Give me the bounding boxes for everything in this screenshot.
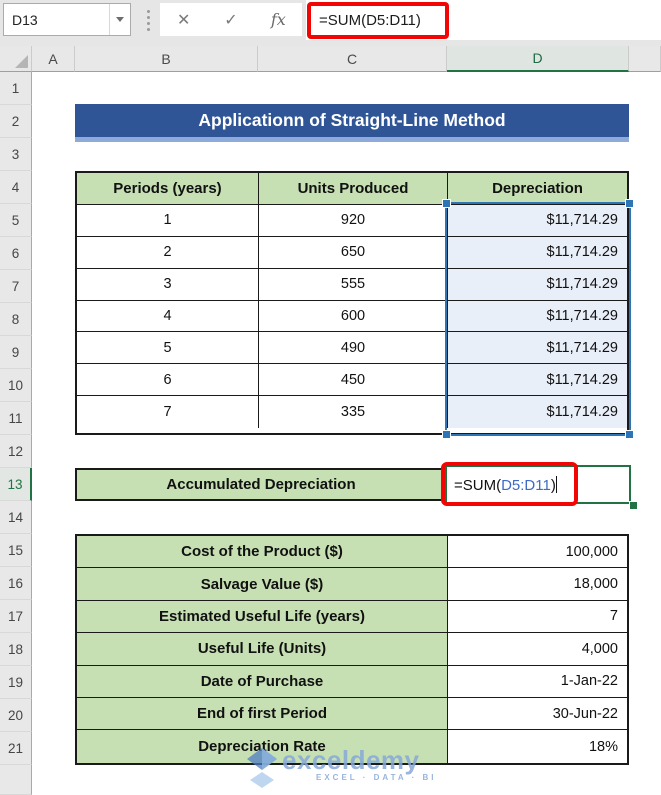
row-header-15[interactable]: 15 (0, 534, 32, 567)
cell-d10[interactable]: $11,714.29 (448, 364, 627, 397)
active-cell-d13-editing[interactable]: =SUM(D5:D11) (445, 465, 631, 504)
row-header-1[interactable]: 1 (0, 72, 32, 105)
cell-b16-label[interactable]: Salvage Value ($) (77, 568, 448, 601)
row-header-5[interactable]: 5 (0, 204, 32, 237)
row-header-8[interactable]: 8 (0, 303, 32, 336)
cell-c10[interactable]: 450 (259, 364, 448, 397)
cell-b8[interactable]: 4 (77, 300, 259, 333)
cell-d21-value[interactable]: 18% (588, 738, 618, 755)
cell-b20-label[interactable]: End of first Period (77, 697, 448, 731)
fill-handle[interactable] (629, 501, 638, 510)
insert-function-icon[interactable]: fx (270, 10, 286, 29)
formula-bar-text: =SUM(D5:D11) (319, 12, 421, 29)
cell-c5[interactable]: 920 (259, 204, 448, 237)
cell-c8[interactable]: 600 (259, 300, 448, 333)
cell-d7[interactable]: $11,714.29 (448, 268, 627, 301)
chevron-down-icon (116, 17, 124, 22)
row-header-12[interactable]: 12 (0, 435, 32, 468)
cell-b11[interactable]: 7 (77, 396, 259, 429)
row-header-16[interactable]: 16 (0, 567, 32, 600)
accumulated-depreciation-label-cell[interactable]: Accumulated Depreciation (75, 468, 447, 501)
cell-d15-value[interactable]: 100,000 (448, 536, 627, 569)
cell-d6[interactable]: $11,714.29 (448, 236, 627, 269)
column-header-a[interactable]: A (32, 46, 75, 72)
enter-icon[interactable]: ✓ (224, 11, 238, 29)
row-header-20[interactable]: 20 (0, 699, 32, 732)
row-header-7[interactable]: 7 (0, 270, 32, 303)
row-header-2[interactable]: 2 (0, 105, 32, 138)
cell-b6[interactable]: 2 (77, 236, 259, 269)
cell-b7[interactable]: 3 (77, 268, 259, 301)
column-header-b[interactable]: B (75, 46, 258, 72)
cell-b19-label[interactable]: Date of Purchase (77, 665, 448, 698)
row-header-21[interactable]: 21 (0, 732, 32, 765)
column-header-d-selected[interactable]: D (447, 46, 629, 72)
cell-b17-label[interactable]: Estimated Useful Life (years) (77, 600, 448, 634)
row-header-11[interactable]: 11 (0, 402, 32, 435)
select-all-corner[interactable] (0, 46, 32, 72)
cell-d11[interactable]: $11,714.29 (448, 396, 627, 429)
formula-buttons: ✕ ✓ fx (160, 3, 302, 36)
formula-highlight-box: =SUM(D5:D11) (307, 2, 449, 39)
drag-dots-separator (147, 10, 150, 31)
cell-d18-value[interactable]: 4,000 (448, 633, 627, 666)
page-title: Applicationn of Straight-Line Method (198, 110, 506, 130)
name-box-dropdown[interactable] (109, 4, 130, 35)
text-cursor (555, 475, 557, 493)
cell-d20-value[interactable]: 30-Jun-22 (448, 698, 627, 731)
column-header-e-partial[interactable] (629, 46, 661, 72)
row-header-10[interactable]: 10 (0, 369, 32, 402)
table1-header-units[interactable]: Units Produced (259, 173, 448, 205)
row-header-22-partial[interactable] (0, 765, 32, 795)
watermark-tagline: EXCEL · DATA · BI (316, 773, 437, 782)
cell-formula-text: =SUM(D5:D11) (454, 475, 557, 494)
row-header-14[interactable]: 14 (0, 501, 32, 534)
row-header-13-selected[interactable]: 13 (0, 468, 32, 501)
cell-b10[interactable]: 6 (77, 364, 259, 397)
cell-d16-value[interactable]: 18,000 (448, 568, 627, 601)
cancel-icon[interactable]: ✕ (176, 11, 191, 29)
row-header-9[interactable]: 9 (0, 336, 32, 369)
formula-bar-strip: D13 ✕ ✓ fx =SUM(D5:D11) (0, 0, 661, 46)
name-box[interactable]: D13 (3, 3, 131, 36)
cell-d17-value[interactable]: 7 (448, 601, 627, 634)
parameters-table: Cost of the Product ($) 100,000 Salvage … (75, 534, 629, 765)
row-header-6[interactable]: 6 (0, 237, 32, 270)
row-header-4[interactable]: 4 (0, 171, 32, 204)
cell-b15-label[interactable]: Cost of the Product ($) (77, 536, 448, 569)
row-header-17[interactable]: 17 (0, 600, 32, 633)
depreciation-table: Periods (years) Units Produced Depreciat… (75, 171, 629, 435)
cell-c7[interactable]: 555 (259, 268, 448, 301)
cell-b9[interactable]: 5 (77, 332, 259, 365)
cell-d5[interactable]: $11,714.29 (448, 204, 627, 237)
cell-d19-value[interactable]: 1-Jan-22 (448, 666, 627, 698)
column-header-c[interactable]: C (258, 46, 447, 72)
table1-header-depreciation[interactable]: Depreciation (448, 173, 627, 205)
cell-b5[interactable]: 1 (77, 204, 259, 237)
row-header-3[interactable]: 3 (0, 138, 32, 171)
cell-d8[interactable]: $11,714.29 (448, 300, 627, 333)
accumulated-depreciation-label: Accumulated Depreciation (166, 476, 356, 493)
cell-c9[interactable]: 490 (259, 332, 448, 365)
cell-c6[interactable]: 650 (259, 236, 448, 269)
cell-c11[interactable]: 335 (259, 396, 448, 429)
row-header-18[interactable]: 18 (0, 633, 32, 666)
cell-b21-label[interactable]: Depreciation Rate (77, 730, 448, 763)
cell-b18-label[interactable]: Useful Life (Units) (77, 633, 448, 666)
name-box-value: D13 (12, 11, 38, 28)
row-header-19[interactable]: 19 (0, 666, 32, 699)
table1-header-periods[interactable]: Periods (years) (77, 173, 259, 205)
title-banner-cell[interactable]: Applicationn of Straight-Line Method (75, 104, 629, 142)
cell-d9[interactable]: $11,714.29 (448, 332, 627, 365)
